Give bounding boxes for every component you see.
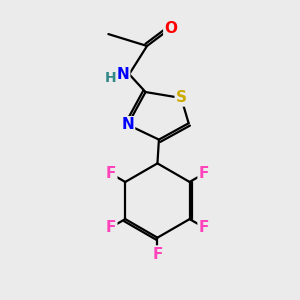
Text: F: F	[199, 220, 209, 235]
Text: F: F	[152, 247, 163, 262]
Text: N: N	[116, 67, 129, 82]
Text: F: F	[106, 220, 116, 235]
Text: S: S	[176, 91, 187, 106]
Text: O: O	[164, 21, 177, 36]
Text: F: F	[106, 166, 116, 181]
Text: F: F	[199, 166, 209, 181]
Text: N: N	[121, 117, 134, 132]
Text: H: H	[105, 71, 117, 85]
